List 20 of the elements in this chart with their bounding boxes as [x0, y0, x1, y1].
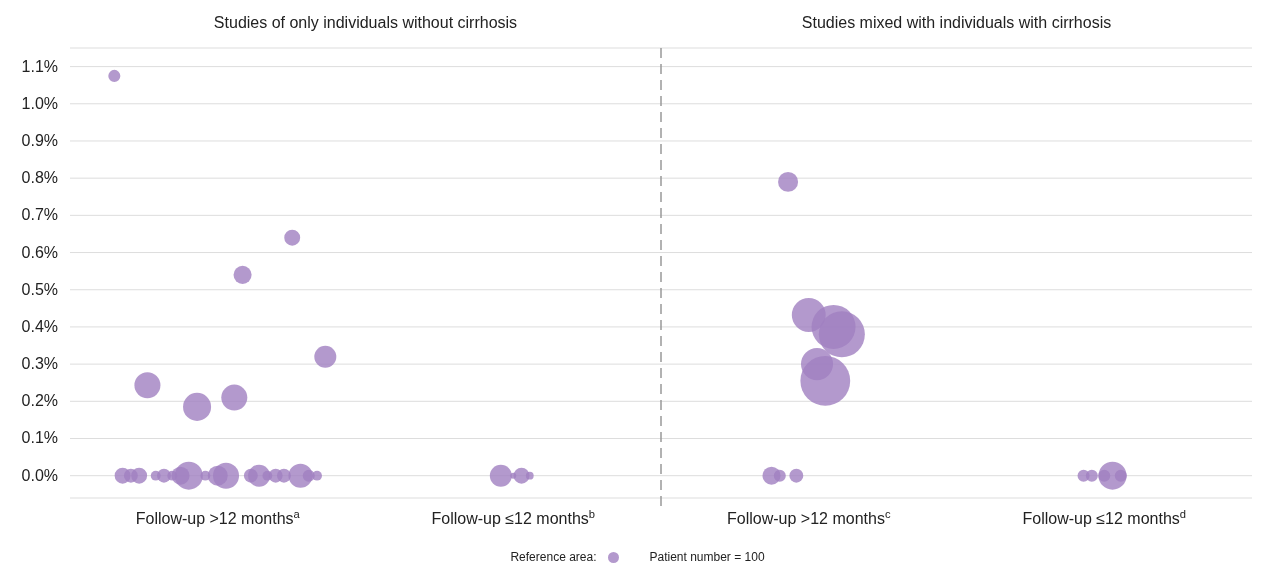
x-tick-label: Follow-up >12 months$^{c}$ — [727, 508, 891, 527]
y-tick-label: 0.6% — [21, 243, 58, 261]
x-tick-label: Follow-up >12 months$^{a}$ — [135, 508, 301, 527]
y-tick-label: 0.1% — [21, 429, 58, 447]
legend-label: Patient number = 100 — [649, 550, 765, 564]
y-tick-label: 0.0% — [21, 466, 58, 484]
text: Studies of only individuals without cirrhosis — [212, 14, 519, 32]
y-tick-label: 0.2% — [21, 392, 58, 410]
y-tick-label: 0.9% — [21, 131, 58, 149]
x-tick-label: Follow-up ≤12 months$^{d}$ — [1022, 508, 1187, 527]
x-tick-label: Follow-up ≤12 months$^{b}$ — [431, 508, 596, 527]
y-tick-label: 0.3% — [21, 355, 58, 373]
y-tick-label: 0.7% — [21, 206, 58, 224]
y-tick-label: 0.8% — [21, 169, 58, 187]
y-tick-label: 1.1% — [21, 57, 58, 75]
y-tick-label: 0.5% — [21, 280, 58, 298]
legend-title: Reference area: — [510, 550, 597, 564]
y-tick-label: 0.4% — [21, 317, 58, 335]
y-tick-label: 1.0% — [21, 94, 58, 112]
text: Studies mixed with individuals with cirrhosis — [800, 14, 1113, 32]
